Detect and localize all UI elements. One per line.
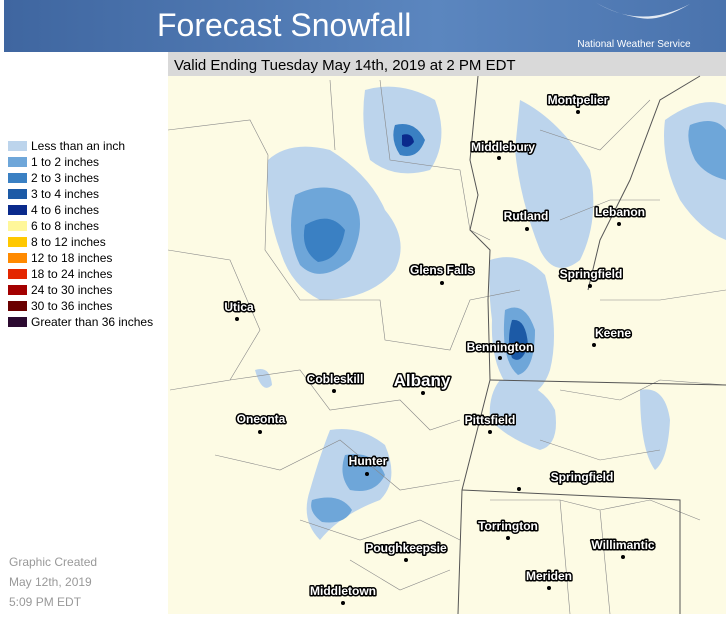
city-dot [258,430,262,434]
city-dot [497,156,501,160]
city-dot [235,317,239,321]
city-dot [547,586,551,590]
legend-swatch [8,157,27,167]
city-dot [517,487,521,491]
city-dot [488,430,492,434]
map-background [168,76,726,614]
city-label: Keene [595,326,631,340]
map [167,75,726,615]
city-label: Springfield [551,470,614,484]
city-dot [621,555,625,559]
legend-label: 3 to 4 inches [31,187,99,201]
footer-line: 5:09 PM EDT [9,595,82,609]
city-label: Springfield [560,267,623,281]
city-dot [421,391,425,395]
city-label: Middlebury [471,140,535,154]
legend-label: 4 to 6 inches [31,203,99,217]
legend-label: 24 to 30 inches [31,283,112,297]
city-label: Glens Falls [410,263,474,277]
subtitle: Valid Ending Tuesday May 14th, 2019 at 2… [174,57,516,74]
city-dot [332,389,336,393]
city-dot [404,558,408,562]
city-label: Meriden [526,569,572,583]
city-dot [592,343,596,347]
legend-swatch [8,141,27,151]
legend-label: 2 to 3 inches [31,171,99,185]
city-dot [440,281,444,285]
city-dot [498,356,502,360]
legend-swatch [8,285,27,295]
nws-logo [595,2,690,19]
header-bar [4,0,726,52]
subtitle-bar [168,52,726,76]
title: Forecast Snowfall [157,7,411,43]
legend-label: 30 to 36 inches [31,299,112,313]
city-label: Willimantic [591,538,655,552]
legend-swatch [8,237,27,247]
legend-label: 1 to 2 inches [31,155,99,169]
legend-label: 18 to 24 inches [31,267,112,281]
legend-swatch [8,317,27,327]
city-label: Torrington [478,519,538,533]
legend-swatch [8,205,27,215]
legend-label: Less than an inch [31,139,125,153]
city-dot [617,222,621,226]
legend-label: 8 to 12 inches [31,235,106,249]
city-label: Lebanon [595,205,645,219]
city-dot [506,536,510,540]
city-dot [576,110,580,114]
city-label: Bennington [467,340,534,354]
legend-swatch [8,253,27,263]
city-label: Hunter [349,454,388,468]
city-label: Middletown [310,584,376,598]
legend-label: 6 to 8 inches [31,219,99,233]
city-dot [341,601,345,605]
footer-line: May 12th, 2019 [9,575,92,589]
agency: National Weather Service [577,39,691,50]
legend-swatch [8,269,27,279]
city-label: Cobleskill [307,372,364,386]
legend-swatch [8,301,27,311]
city-label: Rutland [504,209,549,223]
footer: Graphic Created May 12th, 2019 5:09 PM E… [9,555,97,609]
city-dot [525,227,529,231]
legend-swatch [8,221,27,231]
legend: Less than an inch 1 to 2 inches 2 to 3 inc… [8,139,153,329]
city-label: Utica [224,300,254,314]
county-lines [167,79,726,615]
footer-line: Graphic Created [9,555,97,569]
city-label: Oneonta [237,412,286,426]
city-label: Pittsfield [465,413,516,427]
legend-swatch [8,173,27,183]
city-label: Albany [394,371,451,390]
legend-label: 12 to 18 inches [31,251,112,265]
city-label: Montpelier [548,93,609,107]
legend-swatch [8,189,27,199]
legend-label: Greater than 36 inches [31,315,153,329]
city-dot [365,472,369,476]
state-borders [457,75,726,615]
snow-areas [255,86,726,540]
city-label: Poughkeepsie [365,541,447,555]
cities: Montpelier Middlebury Rutland Lebanon Gl… [223,92,656,605]
city-dot [588,284,592,288]
